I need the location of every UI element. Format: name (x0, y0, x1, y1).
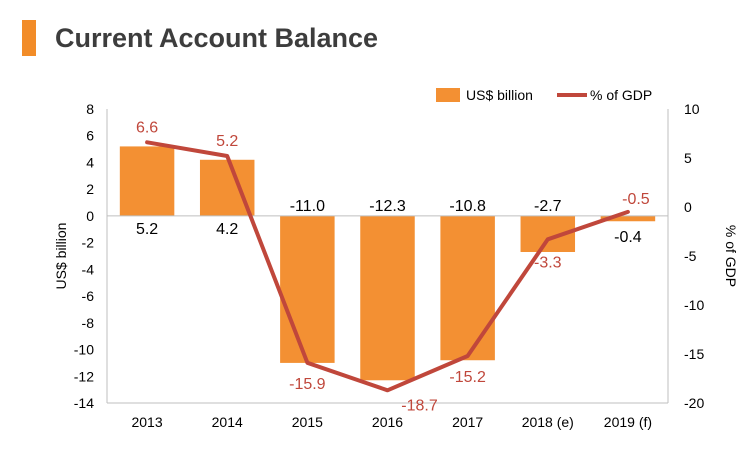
x-tick-label: 2014 (212, 414, 243, 430)
bar-data-label: -10.8 (449, 198, 486, 215)
y-tick-label: -14 (74, 395, 94, 411)
bar-data-label: -11.0 (290, 198, 325, 215)
line-data-label: -15.2 (449, 369, 486, 386)
bar (440, 215, 495, 361)
bar (600, 215, 656, 222)
title-accent-bar (22, 20, 36, 56)
series-line (145, 140, 630, 393)
y-tick-label: -8 (82, 315, 95, 331)
y2-axis-title: % of GDP (723, 225, 739, 287)
x-tick-label: 2013 (131, 414, 162, 430)
x-tick-label: 2019 (f) (604, 414, 652, 430)
legend: US$ billion % of GDP (436, 87, 652, 103)
page-title: Current Account Balance (55, 23, 379, 53)
line-data-label: 5.2 (216, 133, 238, 150)
bar-data-label: -0.4 (614, 229, 642, 246)
x-tick-label: 2017 (452, 414, 483, 430)
y-tick-label: 8 (86, 101, 94, 117)
y-tick-label: -10 (74, 342, 94, 358)
y2-tick-label: -10 (684, 297, 704, 313)
y-tick-label: -12 (74, 368, 94, 384)
legend-swatch-bar (436, 88, 460, 102)
y2-tick-label: 5 (684, 150, 692, 166)
y-tick-label: 2 (86, 181, 94, 197)
legend-label-bar: US$ billion (466, 87, 533, 103)
x-tick-label: 2015 (292, 414, 323, 430)
y2-tick-label: -20 (684, 395, 704, 411)
legend-label-line: % of GDP (590, 87, 652, 103)
bar (119, 146, 175, 216)
bar-data-label: -12.3 (369, 198, 406, 215)
y2-tick-label: 10 (684, 101, 700, 117)
y-tick-label: -6 (82, 288, 95, 304)
line-data-label: -18.7 (401, 397, 438, 414)
y2-tick-label: 0 (684, 199, 692, 215)
bar (360, 215, 415, 381)
y-tick-label: 4 (86, 154, 94, 170)
bar-data-label: -2.7 (534, 198, 562, 215)
y-tick-label: -2 (82, 235, 95, 251)
bar (280, 215, 335, 363)
line-data-label: -3.3 (534, 254, 562, 271)
x-tick-label: 2018 (e) (522, 414, 574, 430)
y2-tick-label: -15 (684, 346, 704, 362)
y-axis-title: US$ billion (53, 223, 69, 290)
y2-tick-label: -5 (684, 248, 697, 264)
line-data-label: -0.5 (622, 191, 650, 208)
line-data-label: -15.9 (289, 376, 326, 393)
bar-data-label: 5.2 (136, 221, 158, 238)
y-tick-label: -4 (82, 261, 95, 277)
y-tick-label: 6 (86, 128, 94, 144)
line-data-label: 6.6 (136, 119, 158, 136)
bar-data-label: 4.2 (216, 221, 238, 238)
x-tick-label: 2016 (372, 414, 403, 430)
y-tick-label: 0 (86, 208, 94, 224)
